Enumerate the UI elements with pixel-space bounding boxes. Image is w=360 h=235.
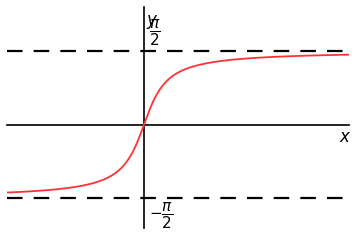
Text: $-\dfrac{\pi}{2}$: $-\dfrac{\pi}{2}$ [149,201,174,231]
Text: y: y [147,11,157,29]
Text: $\dfrac{\pi}{2}$: $\dfrac{\pi}{2}$ [149,19,161,48]
Text: x: x [339,128,349,146]
